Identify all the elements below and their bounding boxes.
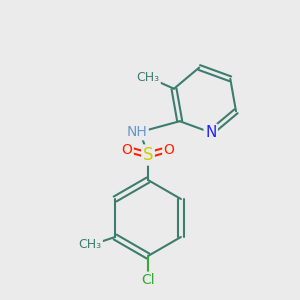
Text: S: S <box>143 146 153 164</box>
Text: Cl: Cl <box>141 273 155 287</box>
Text: O: O <box>164 143 174 157</box>
Text: O: O <box>122 143 132 157</box>
Text: NH: NH <box>127 125 147 139</box>
Text: N: N <box>205 125 216 140</box>
Text: CH₃: CH₃ <box>79 238 102 251</box>
Text: CH₃: CH₃ <box>136 71 160 84</box>
